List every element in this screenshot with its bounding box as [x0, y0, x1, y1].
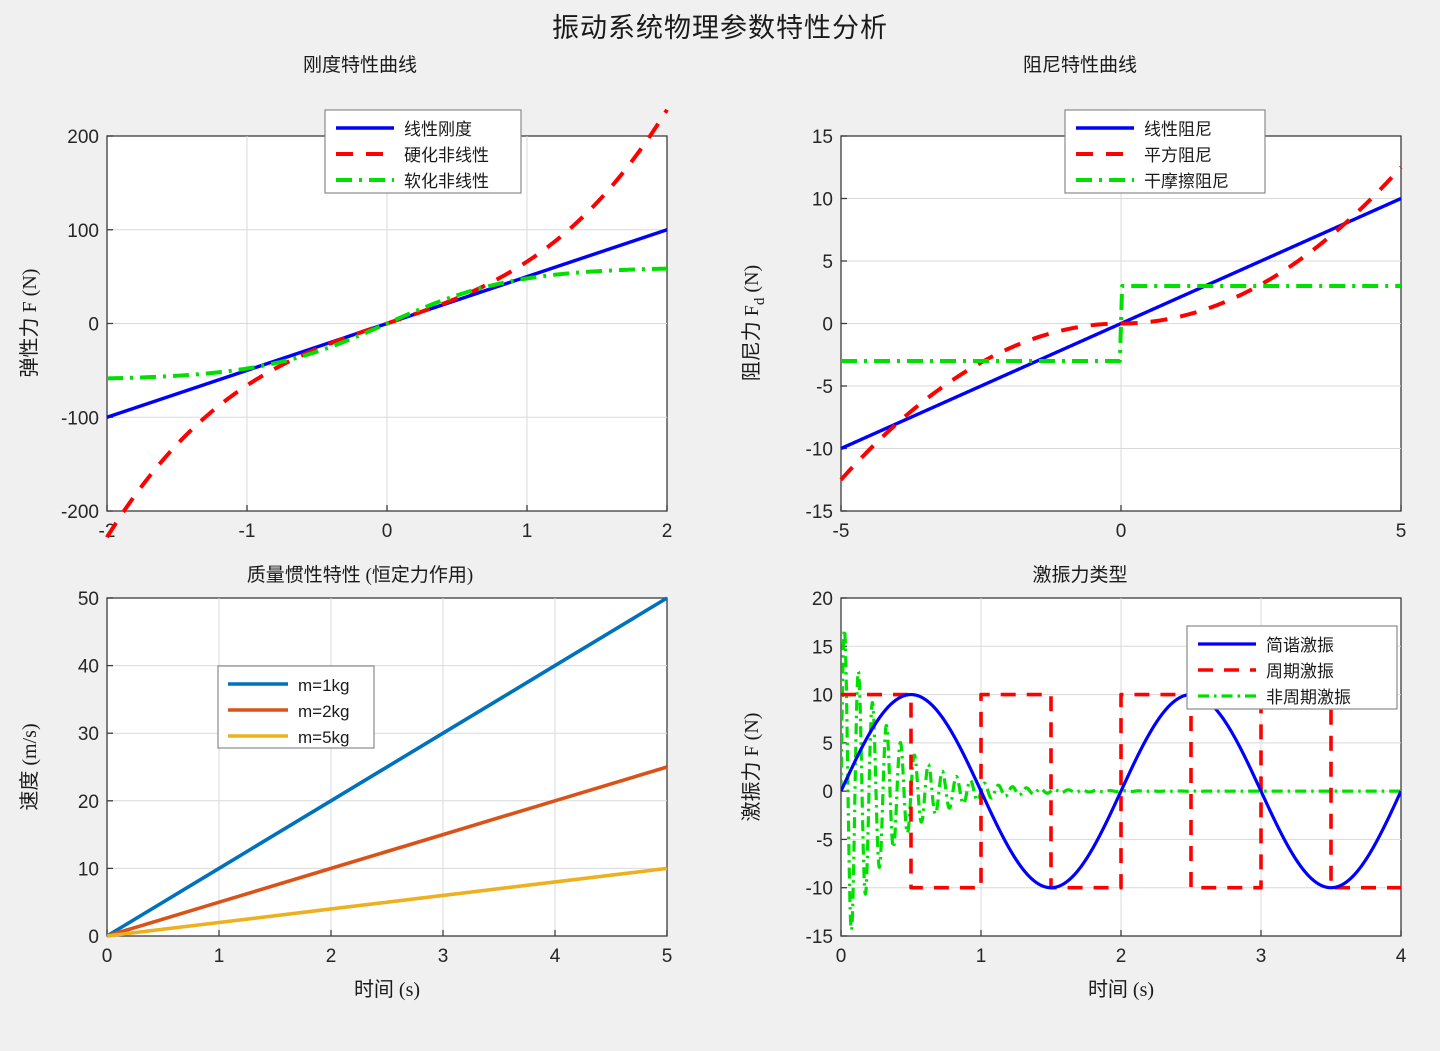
yaxis-label: 速度 (m/s)	[18, 723, 41, 810]
ytick-label: 5	[822, 734, 833, 755]
ytick-label: 30	[78, 724, 99, 745]
ytick-label: -200	[61, 502, 99, 523]
subplot-mass-canvas: 50 40 30 20 10 0 0 1 2 3 4 5 时间 (s) 速度 (…	[18, 589, 673, 1001]
ytick-label: 20	[78, 792, 99, 813]
xtick-label: -5	[833, 521, 850, 542]
xaxis-label: 时间 (s)	[354, 978, 420, 1001]
yaxis-label: 弹性力 F (N)	[18, 269, 41, 378]
legend-item-label: 简谐激振	[1266, 636, 1334, 655]
legend-item-label: 非周期激振	[1266, 688, 1351, 707]
legend-item-label: m=2kg	[298, 702, 350, 721]
xtick-label: 2	[326, 946, 337, 967]
ytick-label: 20	[812, 589, 833, 610]
xtick-label: 0	[382, 521, 393, 542]
xtick-label: 1	[976, 946, 987, 967]
ytick-label: 100	[67, 221, 99, 242]
ytick-label: 0	[822, 782, 833, 803]
xtick-label: 0	[102, 946, 113, 967]
legend-excitation[interactable]: 简谐激振 周期激振 非周期激振	[1186, 625, 1398, 710]
yaxis-label: 激振力 F (N)	[740, 713, 763, 822]
xaxis-label: 时间 (s)	[1088, 978, 1154, 1001]
ytick-label: -10	[806, 879, 833, 900]
curves-mass	[106, 596, 668, 938]
ytick-label: -15	[806, 502, 833, 523]
ytick-label: 10	[812, 686, 833, 707]
ytick-label: 15	[812, 127, 833, 148]
ytick-label: 200	[67, 127, 99, 148]
legend-item-label: 平方阻尼	[1144, 146, 1212, 165]
curves-damping	[839, 165, 1403, 482]
subplot-mass: 质量惯性特性 (恒定力作用)	[0, 560, 720, 1051]
xtick-label: 4	[1396, 946, 1407, 967]
subplot-excitation-title: 激振力类型	[1032, 565, 1128, 586]
legend-item-label: 线性阻尼	[1144, 120, 1212, 139]
gridlines	[841, 136, 1401, 511]
curves-stiffness	[105, 108, 669, 539]
xtick-label: -2	[99, 521, 116, 542]
xtick-label: 5	[662, 946, 673, 967]
legend-item-label: 周期激振	[1266, 662, 1334, 681]
ytick-label: 0	[88, 315, 99, 336]
ytick-label: 10	[78, 859, 99, 880]
xtick-label: 1	[214, 946, 225, 967]
ytick-label: -100	[61, 408, 99, 429]
xtick-label: 5	[1396, 521, 1407, 542]
subplot-excitation: 激振力类型	[720, 560, 1440, 1051]
axes-stiffness: 200 100 0 -100 -200 -2 -1 0 1 2 位移 x (m)…	[18, 127, 673, 542]
figure-title: 振动系统物理参数特性分析	[552, 13, 888, 43]
legend-item-label: 软化非线性	[404, 172, 489, 191]
xtick-label: 3	[438, 946, 449, 967]
ytick-label: 0	[88, 927, 99, 948]
yaxis-label-base: 阻尼力 F	[740, 305, 763, 381]
legend-item-label: 干摩擦阻尼	[1144, 172, 1229, 191]
yaxis-label-subscript: d	[752, 297, 768, 305]
subplot-stiffness-canvas: 200 100 0 -100 -200 -2 -1 0 1 2 位移 x (m)…	[18, 108, 673, 542]
xtick-label: 4	[550, 946, 561, 967]
xtick-label: 0	[1116, 521, 1127, 542]
legend-item-label: m=5kg	[298, 728, 350, 747]
xtick-label: 0	[836, 946, 847, 967]
subplot-mass-title: 质量惯性特性 (恒定力作用)	[246, 565, 474, 586]
yaxis-label-tail: (N)	[741, 265, 763, 298]
ytick-label: 50	[78, 589, 99, 610]
ytick-label: 10	[812, 190, 833, 211]
xtick-label: 2	[1116, 946, 1127, 967]
subplot-excitation-canvas: 20 15 10 5 0 -5 -10 -15 0 1 2 3 4 时间 (s)…	[740, 589, 1407, 1001]
legend-stiffness[interactable]: 线性刚度 硬化非线性 软化非线性	[324, 109, 522, 194]
ytick-label: 40	[78, 657, 99, 678]
legend-damping[interactable]: 线性阻尼 平方阻尼 干摩擦阻尼	[1064, 109, 1266, 194]
ytick-label: 0	[822, 315, 833, 336]
yaxis-label: 阻尼力 Fd (N)	[740, 265, 768, 381]
ytick-label: -10	[806, 440, 833, 461]
xtick-label: -1	[239, 521, 256, 542]
subplot-stiffness: 刚度特性曲线	[0, 50, 720, 550]
xtick-label: 2	[662, 521, 673, 542]
subplot-stiffness-title: 刚度特性曲线	[302, 55, 417, 76]
ytick-label: 15	[812, 637, 833, 658]
ytick-label: -5	[816, 830, 833, 851]
subplot-damping-canvas: 15 10 5 0 -5 -10 -15 -5 0 5 速度 v (m/s) 阻…	[740, 109, 1407, 542]
ytick-label: -15	[806, 927, 833, 948]
gridlines	[107, 598, 667, 936]
subplot-damping-title: 阻尼特性曲线	[1022, 55, 1137, 76]
legend-item-label: 硬化非线性	[404, 146, 489, 165]
ytick-label: -5	[816, 377, 833, 398]
legend-mass[interactable]: m=1kg m=2kg m=5kg	[217, 665, 375, 749]
subplot-damping: 阻尼特性曲线	[720, 50, 1440, 550]
ytick-label: 5	[822, 252, 833, 273]
xtick-label: 1	[522, 521, 533, 542]
xtick-label: 3	[1256, 946, 1267, 967]
legend-item-label: m=1kg	[298, 676, 350, 695]
legend-item-label: 线性刚度	[404, 120, 472, 139]
